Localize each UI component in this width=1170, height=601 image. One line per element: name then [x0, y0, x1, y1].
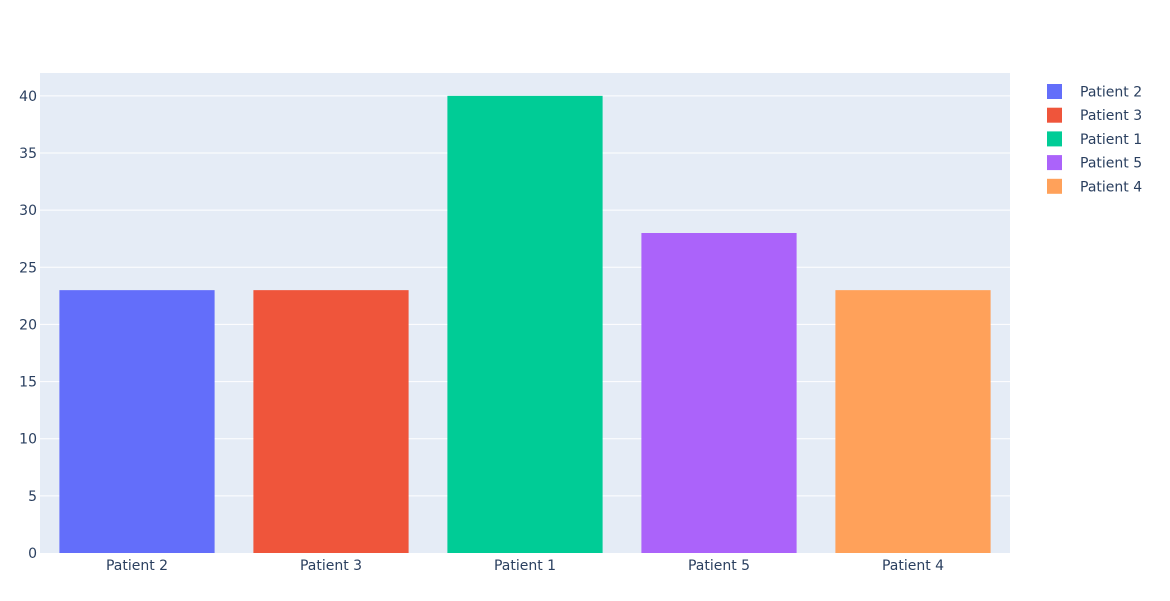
y-tick-label: 25: [19, 260, 37, 276]
y-tick-label: 10: [19, 432, 37, 448]
y-tick-label: 15: [19, 375, 37, 391]
x-tick-label: Patient 3: [300, 558, 362, 574]
legend-swatch: [1047, 131, 1062, 147]
bar-patient-1[interactable]: [447, 95, 603, 553]
legend-item-patient-1[interactable]: Patient 1: [1047, 131, 1142, 148]
bar-patient-5[interactable]: [641, 233, 797, 553]
y-tick-label: 20: [19, 317, 37, 333]
legend-item-patient-5[interactable]: Patient 5: [1047, 155, 1142, 172]
legend-item-patient-3[interactable]: Patient 3: [1047, 107, 1142, 125]
bar-patient-4[interactable]: [835, 290, 991, 553]
legend-swatch: [1047, 84, 1062, 99]
y-tick-label: 0: [28, 546, 37, 562]
y-tick-label: 40: [19, 89, 37, 105]
y-axis-ticks: 0 5 10 15 20 25 30 35 40: [19, 89, 37, 562]
y-tick-label: 5: [28, 489, 37, 505]
y-tick-label: 35: [19, 146, 37, 162]
legend-swatch: [1047, 155, 1062, 171]
legend-label: Patient 1: [1080, 132, 1142, 148]
legend-item-patient-2[interactable]: Patient 2: [1047, 84, 1142, 101]
legend-label: Patient 4: [1080, 179, 1142, 195]
legend-label: Patient 3: [1080, 108, 1142, 124]
legend-label: Patient 2: [1080, 85, 1142, 101]
x-tick-label: Patient 5: [688, 558, 750, 574]
x-tick-label: Patient 4: [882, 558, 944, 574]
legend[interactable]: Patient 2 Patient 3 Patient 1 Patient 5 Pati…: [1047, 84, 1142, 195]
legend-item-patient-4[interactable]: Patient 4: [1047, 178, 1142, 196]
y-tick-label: 30: [19, 203, 37, 219]
x-axis-ticks: Patient 2 Patient 3 Patient 1 Patient 5 Pati…: [106, 558, 944, 574]
legend-label: Patient 5: [1080, 156, 1142, 172]
x-tick-label: Patient 1: [494, 558, 556, 574]
x-tick-label: Patient 2: [106, 558, 168, 574]
legend-swatch: [1047, 178, 1062, 194]
bars: [59, 95, 991, 553]
bar-patient-3[interactable]: [253, 290, 409, 553]
legend-swatch: [1047, 107, 1062, 123]
bar-patient-2[interactable]: [59, 290, 215, 553]
